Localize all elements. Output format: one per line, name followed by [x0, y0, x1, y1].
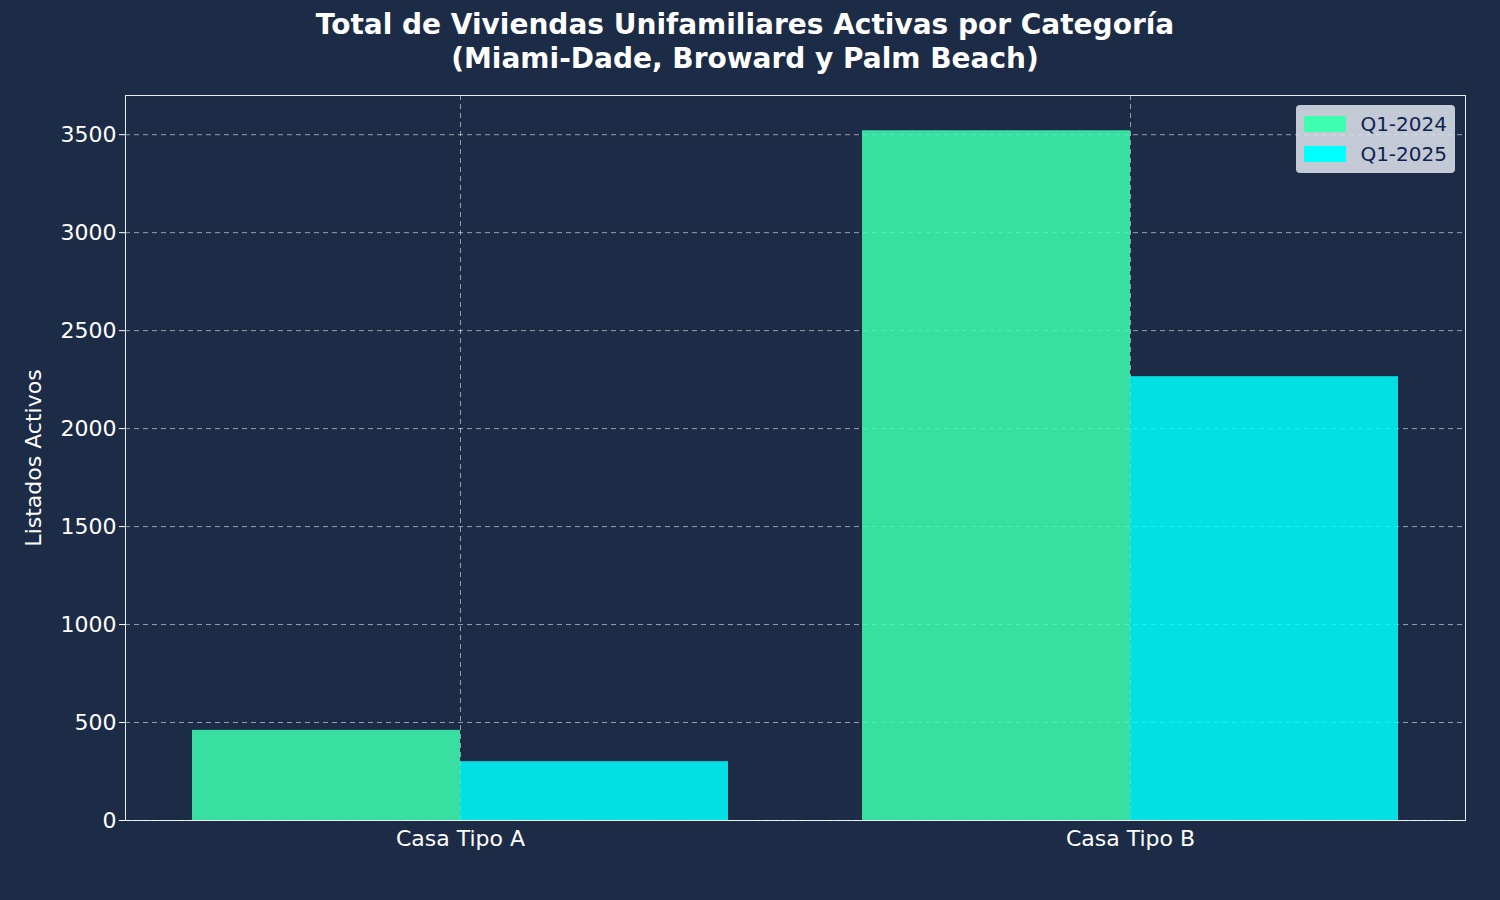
svg-text:3000: 3000 — [61, 220, 117, 245]
svg-text:1500: 1500 — [61, 514, 117, 539]
svg-text:Casa Tipo B: Casa Tipo B — [1066, 826, 1195, 851]
html-text:Q1-2025: Q1-2025 — [1360, 142, 1447, 166]
svg-text:2000: 2000 — [61, 416, 117, 441]
svg-text:Casa Tipo A: Casa Tipo A — [396, 826, 525, 851]
svg-text:Listados Activos: Listados Activos — [21, 370, 46, 547]
svg-text:2500: 2500 — [61, 318, 117, 343]
svg-text:0: 0 — [103, 808, 117, 833]
html-text:Total de Viviendas Unifamiliar: Total de Viviendas Unifamiliares Activas… — [315, 8, 1175, 41]
svg-text:500: 500 — [75, 710, 117, 735]
html-text:(Miami-Dade, Broward y Palm Be: (Miami-Dade, Broward y Palm Beach) — [451, 41, 1039, 75]
svg-text:1000: 1000 — [61, 612, 117, 637]
svg-text:3500: 3500 — [61, 122, 117, 147]
html-text:Q1-2024: Q1-2024 — [1360, 112, 1447, 136]
